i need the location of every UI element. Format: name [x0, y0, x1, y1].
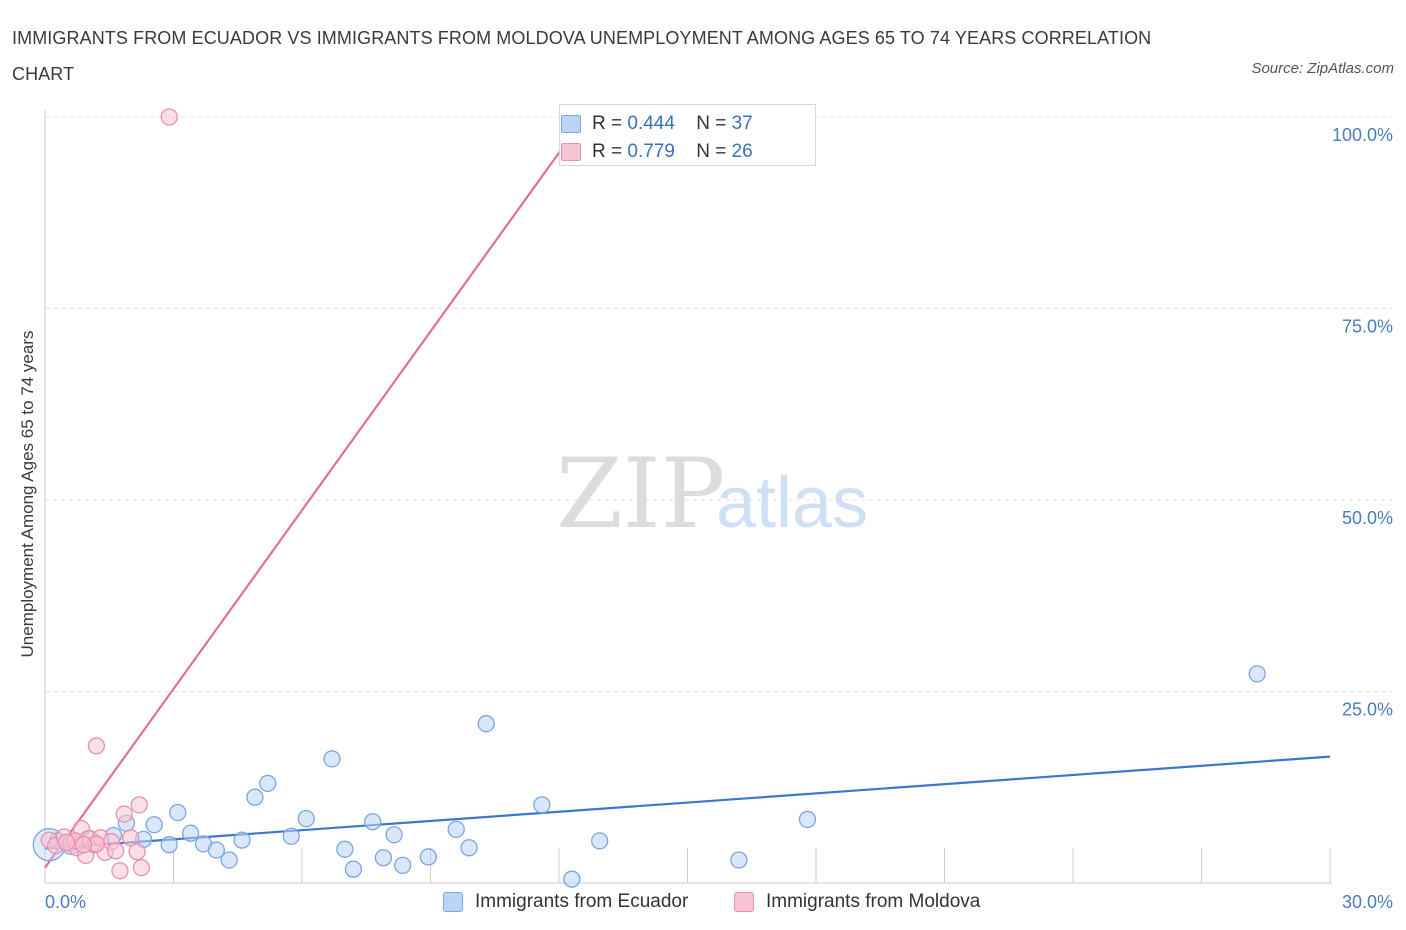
chart-title: IMMIGRANTS FROM ECUADOR VS IMMIGRANTS FR…	[12, 28, 1152, 84]
ecuador-point	[460, 839, 478, 857]
ecuador-point	[207, 841, 225, 859]
ecuador-point	[259, 774, 277, 793]
y-tick-label: 75.0%	[1342, 317, 1393, 337]
stats-legend-row-moldova: R = 0.779 N = 26	[561, 138, 753, 166]
ecuador-point	[246, 788, 264, 806]
ecuador-point	[233, 831, 251, 849]
legend-label-ecuador: Immigrants from Ecuador	[475, 891, 689, 912]
moldova-point	[132, 859, 151, 877]
r-label: R =	[592, 141, 628, 162]
moldova-trend-line	[44, 116, 586, 869]
watermark-atlas: atlas	[716, 463, 868, 543]
trend-lines	[44, 116, 1331, 869]
axes	[44, 110, 1332, 884]
ecuador-point	[160, 836, 178, 854]
y-tick-labels: 25.0% 50.0% 75.0% 100.0%	[1332, 125, 1393, 720]
ecuador-point	[181, 824, 200, 842]
legend-label-moldova: Immigrants from Moldova	[766, 891, 981, 912]
stats-legend: R = 0.444 N = 37 R = 0.779 N = 26	[559, 104, 816, 166]
ecuador-point	[282, 827, 300, 845]
x-tick-label-max: 30.0%	[1342, 892, 1393, 912]
ecuador-point	[394, 856, 412, 875]
moldova-swatch	[561, 143, 581, 161]
ecuador-point	[591, 832, 609, 850]
ecuador-point	[374, 849, 393, 867]
r-value: 0.779	[627, 141, 675, 162]
ecuador-point	[336, 840, 354, 858]
ecuador-point	[419, 848, 438, 866]
y-tick-label: 25.0%	[1342, 700, 1393, 720]
moldova-point	[160, 108, 178, 126]
moldova-point	[128, 842, 146, 861]
n-value: 37	[731, 113, 753, 134]
ecuador-point	[447, 820, 465, 839]
r-value: 0.444	[627, 113, 675, 134]
r-label: R =	[592, 113, 628, 134]
ecuador-point	[477, 715, 495, 733]
ecuador-point	[344, 860, 363, 878]
ecuador-point	[385, 826, 403, 844]
watermark-zip: ZIP	[556, 438, 725, 550]
ecuador-point	[169, 803, 187, 822]
x-tick-labels: 0.0% 30.0%	[45, 892, 1393, 912]
ecuador-swatch	[561, 115, 581, 133]
ecuador-point	[798, 810, 817, 829]
ecuador-point	[1248, 665, 1266, 683]
gridlines	[45, 116, 1392, 692]
ecuador-point	[364, 813, 382, 831]
y-axis-title: Unemployment Among Ages 65 to 74 years	[18, 331, 37, 658]
ecuador-point	[730, 851, 748, 869]
watermark: ZIP atlas	[556, 438, 868, 550]
x-tick-label-min: 0.0%	[45, 892, 86, 912]
n-label: N =	[696, 141, 732, 162]
moldova-point	[115, 805, 133, 823]
moldova-point	[107, 842, 125, 860]
moldova-point	[130, 796, 148, 814]
ecuador-trend-line	[44, 755, 1331, 850]
moldova-point	[74, 836, 93, 854]
ecuador-point	[533, 796, 551, 814]
stats-legend-row-ecuador: R = 0.444 N = 37	[561, 110, 753, 138]
moldova-point	[57, 833, 76, 852]
source-label: Source: ZipAtlas.com	[1251, 60, 1394, 77]
ecuador-legend-swatch	[443, 892, 463, 912]
ecuador-point	[563, 870, 581, 888]
ecuador-point	[323, 750, 341, 768]
y-tick-label: 50.0%	[1342, 508, 1393, 528]
ecuador-point	[145, 816, 163, 834]
n-label: N =	[696, 113, 732, 134]
ecuador-point	[220, 851, 238, 869]
y-tick-label: 100.0%	[1332, 125, 1393, 145]
data-points	[32, 108, 1266, 888]
moldova-point	[111, 862, 129, 880]
moldova-legend-swatch	[734, 892, 754, 912]
n-value: 26	[731, 141, 753, 162]
ecuador-point	[297, 810, 315, 828]
moldova-point	[87, 737, 106, 755]
